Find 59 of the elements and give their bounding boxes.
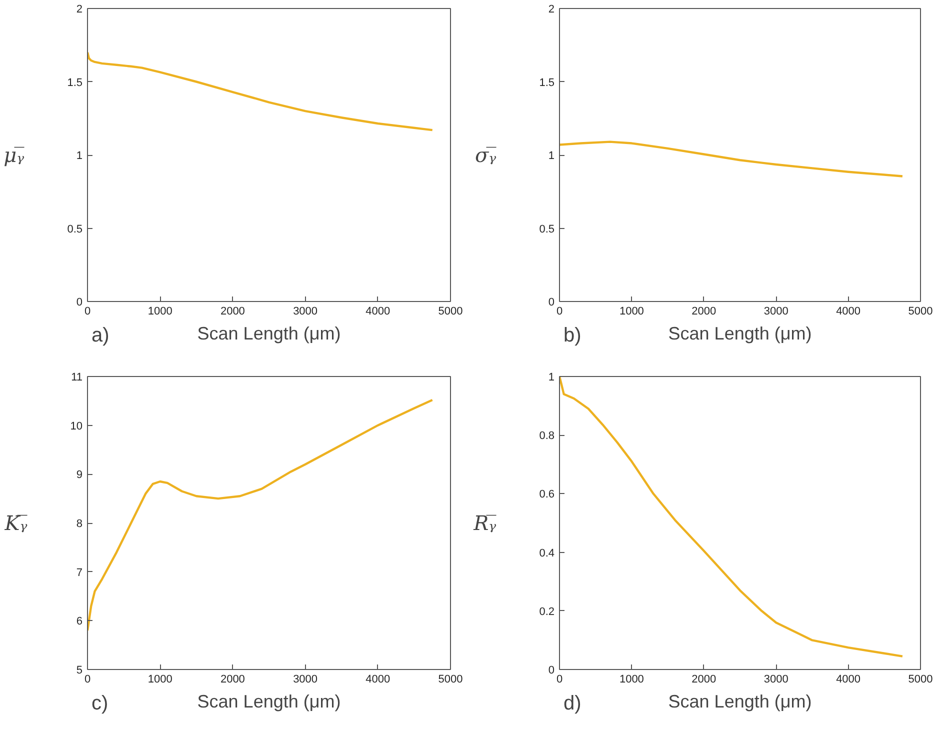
text: b) — [564, 324, 582, 346]
y-axis-title: Kᵧ̅ — [4, 511, 28, 535]
y-tick-label: 7 — [76, 566, 83, 579]
y-tick-label: 0.4 — [539, 547, 555, 560]
x-tick-label: 4000 — [836, 306, 861, 318]
y-tick-label: 1 — [548, 372, 555, 384]
text: a) — [92, 324, 110, 346]
y-tick-label: 2 — [76, 4, 83, 16]
y-tick-label: 6 — [76, 616, 83, 628]
y-tick-label: 8 — [76, 518, 83, 530]
x-tick-label: 3000 — [293, 306, 318, 318]
y-tick-label: 5 — [76, 664, 83, 676]
y-axis-title: σᵧ̅ — [475, 143, 497, 167]
y-tick-label: 1 — [548, 150, 555, 162]
y-tick-label: 0.8 — [539, 430, 555, 442]
y-tick-label: 1.5 — [67, 76, 83, 89]
x-tick-label: 3000 — [764, 674, 788, 686]
y-tick-label: 11 — [71, 372, 83, 384]
x-tick-label: 2000 — [692, 674, 716, 686]
text: d) — [564, 692, 582, 714]
x-tick-label: 0 — [556, 306, 563, 318]
y-tick-label: 0 — [548, 664, 555, 676]
y-tick-label: 0.5 — [67, 223, 83, 236]
y-tick-label: 2 — [548, 4, 555, 16]
y-tick-label: 0.6 — [539, 488, 555, 501]
x-axis-title: Scan Length (μm) — [668, 692, 812, 712]
x-axis-title: Scan Length (μm) — [197, 324, 341, 344]
x-tick-label: 1000 — [148, 674, 172, 686]
y-tick-label: 10 — [70, 420, 83, 432]
x-tick-label: 5000 — [438, 674, 463, 686]
y-axis-title: μᵧ̅ — [4, 143, 25, 167]
x-axis-title: Scan Length (μm) — [668, 324, 812, 344]
y-tick-label: 0 — [548, 296, 555, 308]
x-tick-label: 1000 — [619, 674, 644, 686]
y-tick-label: 0 — [76, 296, 83, 308]
y-tick-label: 1 — [76, 150, 83, 162]
x-tick-label: 5000 — [438, 306, 463, 318]
y-axis-title: Rᵧ̅ — [472, 511, 497, 535]
x-tick-label: 3000 — [293, 674, 318, 686]
y-tick-label: 1.5 — [539, 76, 555, 89]
x-tick-label: 1000 — [148, 306, 172, 318]
x-tick-label: 4000 — [366, 306, 390, 318]
x-tick-label: 0 — [84, 674, 91, 686]
x-tick-label: 2000 — [220, 306, 245, 318]
x-tick-label: 0 — [556, 674, 563, 686]
x-tick-label: 5000 — [908, 306, 933, 318]
x-tick-label: 0 — [84, 306, 91, 318]
y-tick-label: 0.2 — [539, 606, 555, 618]
x-tick-label: 4000 — [366, 674, 390, 686]
x-tick-label: 1000 — [619, 306, 644, 318]
y-tick-label: 0.5 — [539, 223, 555, 236]
x-tick-label: 3000 — [764, 306, 788, 318]
x-tick-label: 2000 — [220, 674, 245, 686]
text: c) — [92, 692, 108, 714]
x-tick-label: 4000 — [836, 674, 861, 686]
x-tick-label: 2000 — [692, 306, 716, 318]
x-axis-title: Scan Length (μm) — [197, 692, 341, 712]
x-tick-label: 5000 — [908, 674, 933, 686]
y-tick-label: 9 — [76, 469, 83, 482]
